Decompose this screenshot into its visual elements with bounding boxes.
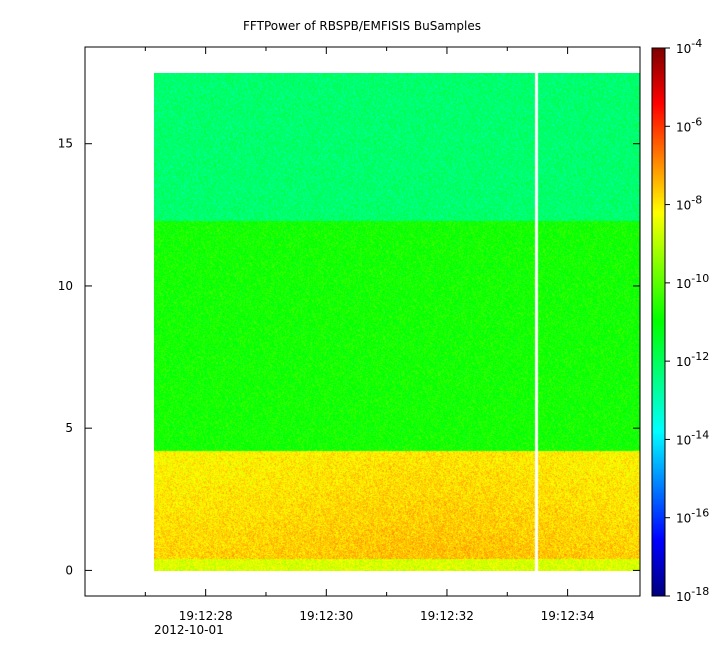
y-tick-label: 10	[58, 279, 73, 293]
x-tick-label: 19:12:28	[179, 609, 233, 623]
x-axis: 19:12:28 19:12:30 19:12:32 19:12:34	[144, 47, 595, 623]
y-tick-label: 15	[58, 137, 73, 151]
x-tick-label: 19:12:32	[420, 609, 474, 623]
x-tick-label: 19:12:34	[541, 609, 595, 623]
colorbar-frame	[651, 47, 666, 597]
colorbar-tick-label: 10-14	[676, 428, 709, 447]
chart-title: FFTPower of RBSPB/EMFISIS BuSamples	[243, 19, 481, 33]
heatmap-container	[154, 73, 640, 571]
colorbar-tick-label: 10-6	[676, 115, 702, 134]
y-tick-label: 5	[65, 421, 73, 435]
x-date-label: 2012-10-01	[154, 623, 224, 637]
colorbar-tick-label: 10-4	[676, 37, 702, 56]
colorbar-tick-label: 10-12	[676, 350, 709, 369]
x-tick-label: 19:12:30	[299, 609, 353, 623]
colorbar-tick-label: 10-8	[676, 194, 702, 213]
colorbar-tick-label: 10-10	[676, 272, 709, 291]
colorbar-container	[652, 48, 665, 596]
plot-frame	[84, 46, 641, 597]
colorbar-tick-label: 10-16	[676, 507, 709, 526]
heatmap	[154, 73, 640, 571]
colorbar-tick-label: 10-18	[676, 585, 709, 604]
colorbar-axis: 10-4 10-6 10-8 10-10 10-12 10-14 10-16 10-18	[665, 37, 709, 604]
y-tick-label: 0	[65, 563, 73, 577]
colorbar	[652, 48, 665, 596]
y-axis: 0 5 10 15	[58, 137, 640, 577]
